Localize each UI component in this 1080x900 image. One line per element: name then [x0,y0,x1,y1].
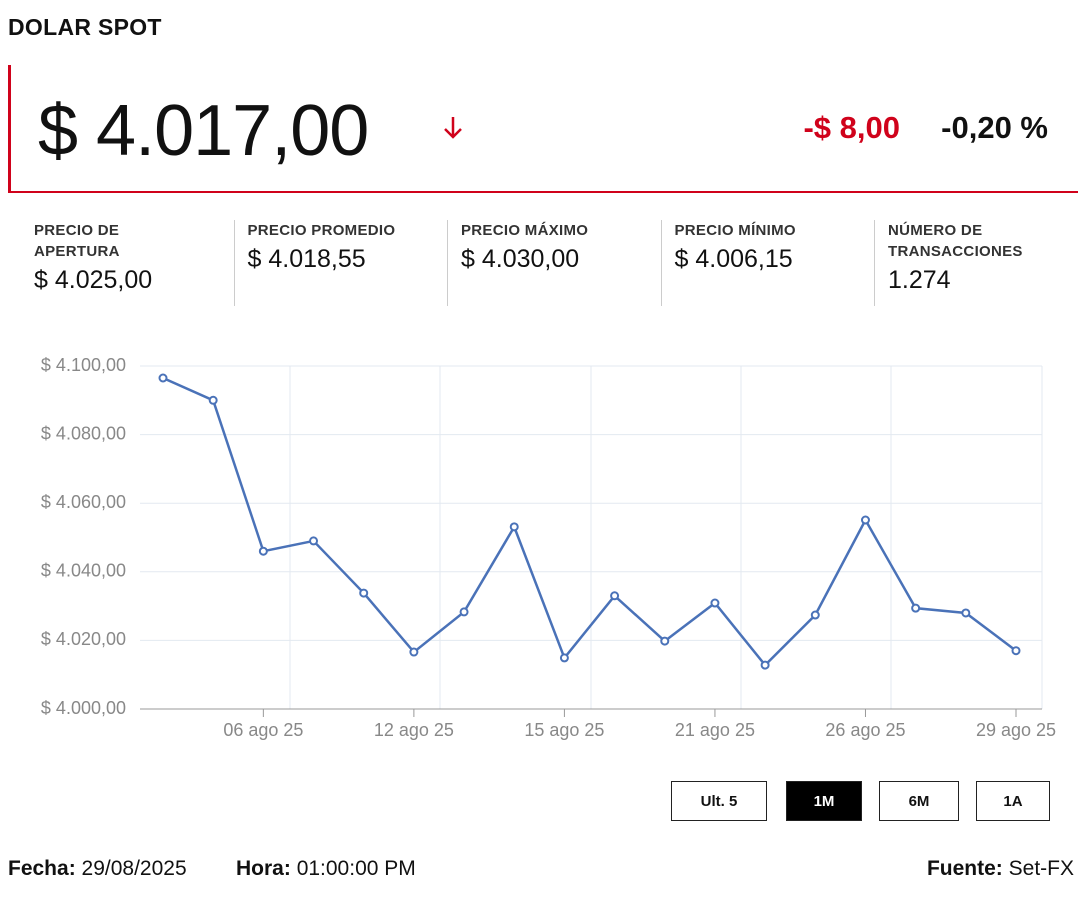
stat-label: NÚMERO DE TRANSACCIONES [888,222,1023,260]
point [309,536,319,546]
change: -$ 8,00 [803,110,900,145]
change-percent: -0,20 % [941,110,1048,145]
point [961,608,971,618]
range-button[interactable]: 6M [879,781,959,821]
separator [874,220,875,306]
point [409,647,419,657]
point [158,373,168,383]
point [911,603,921,613]
x-tick-label: 21 ago 25 [675,720,755,740]
point [509,522,519,532]
chart: $ 4.000,00 $ 4.020,00 $ 4.040,00 $ 4.060,00… [41,355,1056,740]
point [810,610,820,620]
point [710,598,720,608]
range-button[interactable]: 1M [786,781,862,821]
x-tick-label: 15 ago 25 [524,720,604,740]
y-tick-label: $ 4.000,00 [41,698,126,718]
stat-value: $ 4.018,55 [247,245,366,273]
stat-value: 1.274 [888,266,951,294]
point [208,395,218,405]
point [359,588,369,598]
x-tick-label: 26 ago 25 [825,720,905,740]
x-tick-label: 06 ago 25 [223,720,303,740]
stat-value: $ 4.006,15 [674,245,793,273]
source: Set-FX [1008,857,1074,880]
date-label: Fecha: [8,857,76,880]
stat-label: PRECIO MÁXIMO [461,222,589,239]
line [162,376,1017,667]
point [258,546,268,556]
stat-label: PRECIO MÍNIMO [674,222,796,239]
vertical-grid [289,366,1043,709]
stat: PRECIO DE APERTURA $ 4.025,00 [34,220,234,306]
stat-label: PRECIO DE APERTURA [34,222,120,260]
time-label: Hora: [236,857,291,880]
footer-time: Hora: 01:00:00 PM [236,857,416,881]
price-box [8,65,1078,193]
price: $ 4.017,00 [38,91,369,171]
point [610,591,620,601]
range-button[interactable]: Ult. 5 [671,781,767,821]
y-tick-label: $ 4.100,00 [41,355,126,375]
y-tick-label: $ 4.020,00 [41,629,126,649]
stat-label: PRECIO PROMEDIO [247,222,396,239]
time: 01:00:00 PM [296,857,416,880]
point [1011,646,1021,656]
point [559,653,569,663]
stat: PRECIO MÁXIMO $ 4.030,00 [461,220,661,306]
separator [447,220,448,306]
separator [233,220,235,306]
separator [660,220,662,306]
stat: NÚMERO DE TRANSACCIONES 1.274 [888,220,1080,306]
point [459,607,469,617]
stat-value: $ 4.025,00 [34,266,153,294]
source-label: Fuente: [926,857,1003,880]
down-arrow [444,117,462,139]
x-tick-label: 12 ago 25 [374,720,454,740]
footer-source: Fuente: Set-FX [927,857,1074,881]
range-button[interactable]: 1A [976,781,1050,821]
y-tick-label: $ 4.080,00 [41,423,126,443]
y-tick-label: $ 4.040,00 [41,561,126,581]
title: DOLAR SPOT [8,14,162,40]
footer-date: Fecha: 29/08/2025 [8,857,187,881]
x-tick-label: 29 ago 25 [976,720,1056,740]
y-tick-label: $ 4.060,00 [41,492,126,512]
stat: PRECIO MÍNIMO $ 4.006,15 [675,220,875,306]
point [760,660,770,670]
point [660,636,670,646]
point [860,515,870,525]
stat-value: $ 4.030,00 [461,245,580,273]
stat: PRECIO PROMEDIO $ 4.018,55 [248,220,448,306]
date: 29/08/2025 [81,857,187,880]
